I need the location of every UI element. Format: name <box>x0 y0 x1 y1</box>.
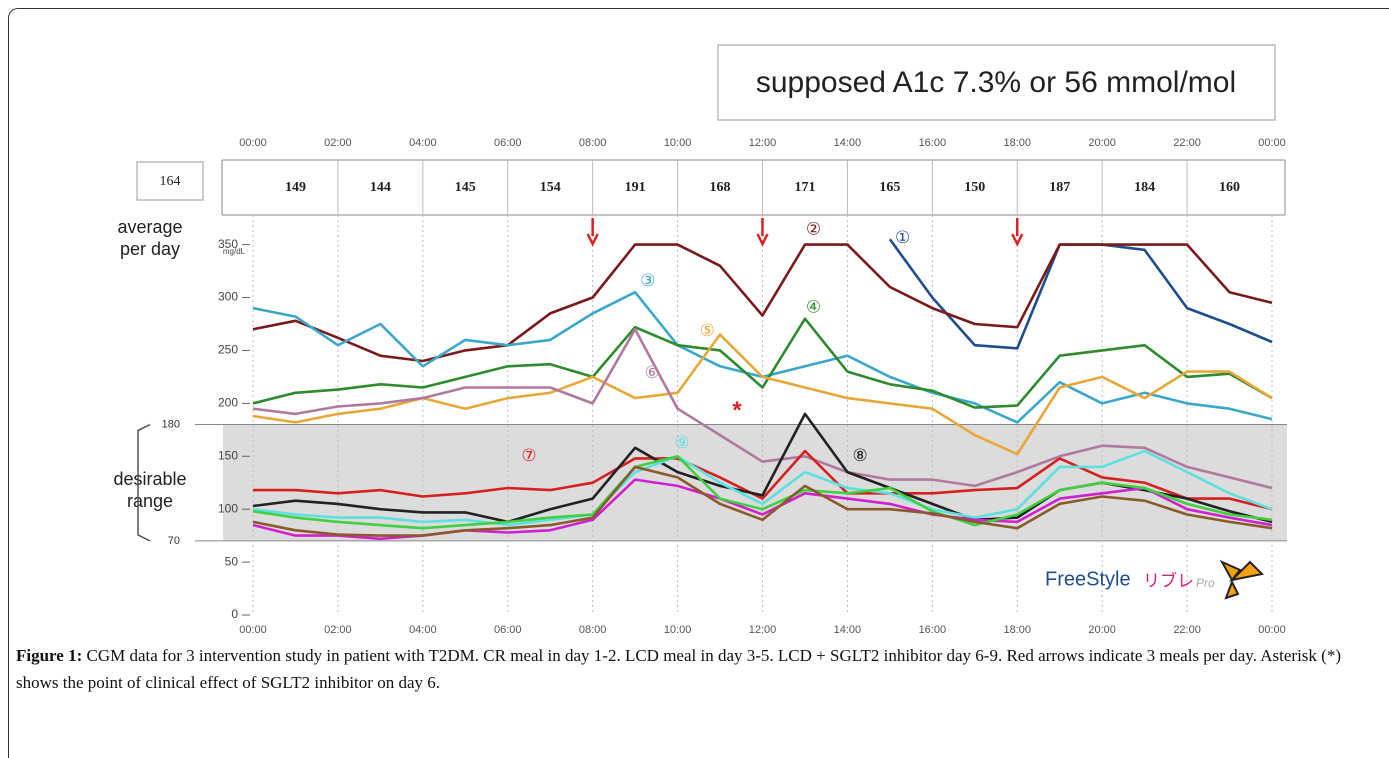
target-range-band <box>223 424 1287 541</box>
x-tick-label: 20:00 <box>1088 624 1116 636</box>
series-label: ① <box>895 228 910 247</box>
butterfly <box>1219 559 1265 600</box>
period-average: 154 <box>540 180 561 195</box>
series-line <box>252 455 1273 530</box>
target-range-label: 70 <box>168 535 180 547</box>
y-tick-label: 300 <box>218 290 238 304</box>
period-average: 144 <box>370 180 391 195</box>
chart: supposed A1c 7.3% or 56 mmol/mol 164 ave… <box>113 44 1287 636</box>
logo-product: リブレ <box>1143 570 1194 590</box>
row-label: average per day <box>117 217 182 259</box>
x-tick-label: 14:00 <box>834 624 862 636</box>
period-average: 171 <box>794 180 815 195</box>
y-tick-label: 350 <box>218 237 238 251</box>
x-tick-label: 04:00 <box>409 624 437 636</box>
series-line <box>252 328 1273 490</box>
series-line <box>888 238 1273 350</box>
meal-arrow <box>756 218 769 247</box>
x-tick-label: 06:00 <box>494 624 522 636</box>
period-average: 191 <box>625 180 646 195</box>
x-tick-label-top: 22:00 <box>1173 137 1201 149</box>
series-label: ⑥ <box>644 363 659 382</box>
y-tick-label: 0 <box>231 607 238 621</box>
caption-label: Figure 1: <box>16 646 83 665</box>
period-average: 149 <box>285 180 306 195</box>
series-label: ⑦ <box>521 446 536 465</box>
x-tick-label: 22:00 <box>1173 624 1201 636</box>
x-tick-label-top: 06:00 <box>494 137 522 149</box>
series-line <box>252 449 1273 527</box>
series-line <box>252 317 1273 409</box>
period-average: 184 <box>1134 180 1155 195</box>
x-tick-label-top: 14:00 <box>834 137 862 149</box>
x-tick-label: 02:00 <box>324 624 352 636</box>
y-tick-label: 200 <box>218 396 238 410</box>
series-label: ⑨ <box>674 433 689 452</box>
x-tick-label: 18:00 <box>1003 624 1031 636</box>
x-tick-label-top: 16:00 <box>919 137 947 149</box>
x-tick-label: 00:00 <box>1258 624 1286 636</box>
x-tick-label-top: 08:00 <box>579 137 607 149</box>
headline: supposed A1c 7.3% or 56 mmol/mol <box>756 66 1236 99</box>
figure-caption: Figure 1: CGM data for 3 intervention st… <box>16 642 1381 696</box>
period-average: 165 <box>879 180 900 195</box>
overall-average-box <box>136 161 204 201</box>
period-average: 160 <box>1219 180 1240 195</box>
series-label: ② <box>806 219 821 238</box>
x-tick-label-top: 04:00 <box>409 137 437 149</box>
series-line <box>252 243 1273 363</box>
y-tick-label: 50 <box>225 554 239 568</box>
meal-arrow <box>1011 218 1024 247</box>
range-label: desirable range <box>113 469 186 511</box>
series-label: ③ <box>640 271 655 290</box>
y-tick-label: 100 <box>218 501 238 515</box>
caption-text: CGM data for 3 intervention study in pat… <box>16 646 1341 692</box>
figure-frame <box>8 8 1389 758</box>
logo-suffix: Pro <box>1196 576 1215 590</box>
y-tick-label: 250 <box>218 343 238 357</box>
x-tick-label-top: 10:00 <box>664 137 692 149</box>
x-tick-label: 08:00 <box>579 624 607 636</box>
x-tick-label-top: 12:00 <box>749 137 777 149</box>
x-tick-label-top: 20:00 <box>1088 137 1116 149</box>
series-label: ⑤ <box>700 321 715 340</box>
period-average: 150 <box>964 180 985 195</box>
x-tick-label: 16:00 <box>919 624 947 636</box>
x-tick-label-top: 18:00 <box>1003 137 1031 149</box>
x-tick-label-top: 00:00 <box>239 137 267 149</box>
x-tick-label: 12:00 <box>749 624 777 636</box>
x-tick-label: 00:00 <box>239 624 267 636</box>
logo: FreeStyle リブレ Pro <box>1045 559 1265 600</box>
series-line <box>252 465 1273 537</box>
overall-average: 164 <box>160 174 181 189</box>
x-tick-label-top: 02:00 <box>324 137 352 149</box>
series-label: ⑧ <box>853 446 868 465</box>
target-range-label: 180 <box>162 418 180 430</box>
period-average: 187 <box>1049 180 1070 195</box>
asterisk: * <box>732 397 742 424</box>
y-unit: mg/dL <box>223 247 246 256</box>
period-average: 168 <box>710 180 731 195</box>
headline-box <box>717 44 1276 121</box>
x-tick-label: 10:00 <box>664 624 692 636</box>
series-label: ④ <box>806 298 821 317</box>
meal-arrow <box>586 218 599 247</box>
period-average: 145 <box>455 180 476 195</box>
logo-brand: FreeStyle <box>1045 568 1131 590</box>
x-tick-label-top: 00:00 <box>1258 137 1286 149</box>
series-line <box>253 449 1273 511</box>
y-tick-label: 150 <box>218 448 238 462</box>
range-bracket <box>137 423 151 542</box>
